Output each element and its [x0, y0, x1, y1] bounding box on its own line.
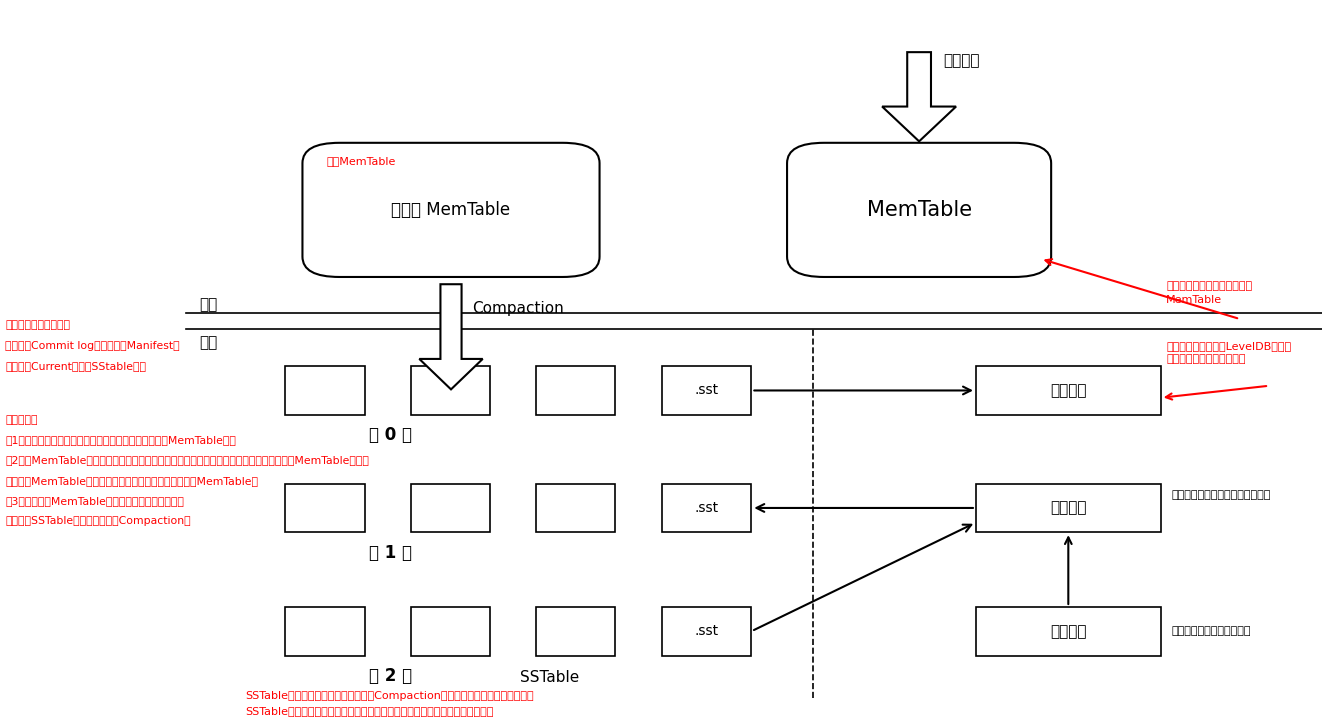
Bar — [536, 483, 616, 532]
Bar — [536, 607, 616, 655]
Text: （1）新到来的数据被记入新的操作日志文件和新生成的MemTable中；: （1）新到来的数据被记入新的操作日志文件和新生成的MemTable中； — [5, 435, 236, 445]
Text: 当前文件: 当前文件 — [1050, 624, 1087, 638]
Bar — [662, 607, 751, 655]
Text: 不可变 MemTable: 不可变 MemTable — [391, 201, 511, 219]
Bar — [975, 483, 1161, 532]
Polygon shape — [419, 284, 483, 389]
Bar — [662, 366, 751, 415]
Text: 当前文件Current、以及SStable文件: 当前文件Current、以及SStable文件 — [5, 361, 146, 371]
Text: SSTable: SSTable — [520, 670, 579, 685]
Text: 记录新的文件产生，旧的文件丢弃: 记录新的文件产生，旧的文件丢弃 — [1172, 489, 1271, 499]
Text: 磁盘: 磁盘 — [199, 335, 218, 349]
Bar — [975, 366, 1161, 415]
Text: SSTable文件是内存中的数据不断进行Compaction操作后形成的，是一种层级结构: SSTable文件是内存中的数据不断进行Compaction操作后形成的，是一种… — [245, 691, 535, 701]
Text: 形成新的SSTable文件。（称之为Compaction）: 形成新的SSTable文件。（称之为Compaction） — [5, 516, 191, 526]
Text: .sst: .sst — [694, 624, 719, 638]
Text: 内存: 内存 — [199, 297, 218, 312]
Bar — [285, 366, 365, 415]
Bar — [411, 607, 490, 655]
Text: MemTable: MemTable — [867, 200, 971, 220]
Text: Compaction: Compaction — [472, 301, 564, 316]
Text: .sst: .sst — [694, 384, 719, 397]
FancyBboxPatch shape — [787, 143, 1051, 277]
Text: 冻结MemTable: 冻结MemTable — [326, 156, 395, 166]
Text: 主要过程：: 主要过程： — [5, 415, 38, 424]
Text: （3）不可变的MemTable的数据排序后转存到磁盘，: （3）不可变的MemTable的数据排序后转存到磁盘， — [5, 496, 184, 506]
Text: 第 2 层: 第 2 层 — [369, 667, 413, 685]
Text: 操作日志: 操作日志 — [1050, 383, 1087, 398]
Bar — [285, 483, 365, 532]
Text: SSTable的文件是按照记录的主键排序的，每个文件有最小的主键和最大的主键: SSTable的文件是按照记录的主键排序的，每个文件有最小的主键和最大的主键 — [245, 705, 494, 716]
Text: 清单文件: 清单文件 — [1050, 500, 1087, 515]
Text: 不可变的MemTable（只能读，不能写和删），并生成新的MemTable；: 不可变的MemTable（只能读，不能写和删），并生成新的MemTable； — [5, 475, 259, 486]
Bar — [285, 607, 365, 655]
Text: 当写入一条记录时，LevelDB首先会
修改操作写入到日志文件中: 当写入一条记录时，LevelDB首先会 修改操作写入到日志文件中 — [1166, 341, 1291, 364]
Text: 写入操作: 写入操作 — [943, 53, 979, 68]
Text: 第 0 层: 第 0 层 — [369, 426, 413, 444]
Bar — [411, 366, 490, 415]
Bar — [536, 366, 616, 415]
Polygon shape — [882, 52, 955, 141]
Bar — [662, 483, 751, 532]
FancyBboxPatch shape — [303, 143, 600, 277]
Text: 指出哪个清单文件是有效的: 指出哪个清单文件是有效的 — [1172, 626, 1251, 636]
Text: 操作日志Commit log、清单文件Manifest、: 操作日志Commit log、清单文件Manifest、 — [5, 341, 180, 351]
Text: 磁盘上的主要文件有：: 磁盘上的主要文件有： — [5, 320, 70, 331]
Text: .sst: .sst — [694, 501, 719, 515]
Text: 成功后，再将修改操作应用到
MemTable: 成功后，再将修改操作应用到 MemTable — [1166, 281, 1253, 304]
Text: （2）当MemTable占用的内存到达一个上限后，会将内存的数据转存到外村文件中，原来的MemTable冻结为: （2）当MemTable占用的内存到达一个上限后，会将内存的数据转存到外村文件中… — [5, 456, 369, 465]
Text: 第 1 层: 第 1 层 — [369, 544, 413, 561]
Bar — [975, 607, 1161, 655]
Bar — [411, 483, 490, 532]
